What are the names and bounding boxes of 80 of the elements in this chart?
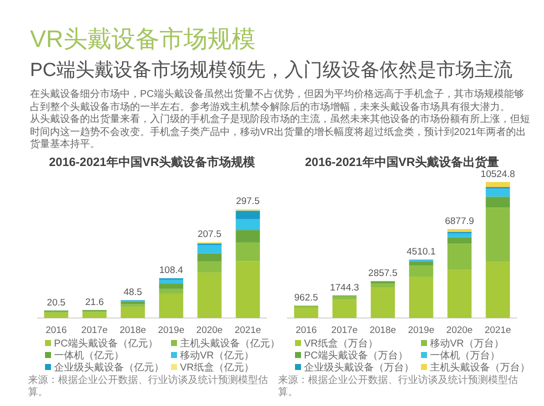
bar (486, 182, 510, 188)
chart-title: 2016-2021年中国VR头戴设备出货量 (304, 155, 500, 169)
bar (486, 262, 510, 318)
x-tick-label: 2021e (484, 325, 512, 336)
annotation: 4510.1 (406, 246, 436, 258)
annotation: 297.5 (236, 196, 260, 207)
source-note: 来源：根据企业公开数据、行业访谈及统计预测模型估算。 (28, 375, 268, 399)
bar (447, 244, 472, 270)
bar (197, 261, 222, 272)
legend-label: 一体机（万台） (430, 350, 500, 362)
bar (236, 242, 260, 262)
x-tick-label: 2018e (370, 325, 396, 336)
bar (44, 312, 68, 318)
annotation: 207.5 (198, 229, 222, 240)
bar (197, 272, 222, 318)
legend-label: 主机头戴设备（亿元） (180, 338, 280, 350)
bar (447, 237, 472, 244)
x-tick-label: 2016 (296, 325, 317, 336)
bar (447, 233, 472, 238)
bar (120, 301, 145, 304)
bar (197, 253, 222, 262)
legend-label: 企业级头戴设备（亿元） (54, 362, 164, 374)
bar (486, 196, 510, 208)
legend-label: 主机头戴设备（万台） (430, 362, 530, 374)
text: VR头戴设备市场规模 (30, 26, 256, 54)
annotation: 20.5 (46, 297, 66, 308)
bar (236, 219, 260, 230)
bar (447, 270, 472, 318)
bar (159, 294, 184, 318)
legend-label: PC端头戴设备（万台） (304, 350, 408, 362)
text: PC端头戴设备市场规模领先，入门级设备依然是市场主流 (30, 59, 512, 82)
bar (332, 300, 357, 318)
legend-label: VR纸盒（万台） (304, 338, 378, 350)
x-tick-label: 2019e (408, 325, 434, 336)
legend-label: 移动VR（万台） (430, 338, 504, 350)
bar (236, 230, 260, 242)
legend-label: 企业级头戴设备（万台） (304, 362, 414, 374)
annotation: 6877.9 (444, 216, 474, 228)
annotation: 2857.5 (368, 268, 398, 280)
x-tick-label: 2020e (196, 325, 223, 336)
text: 在头戴设备细分市场中，PC端头戴设备虽然出货量不占优势，但因为平均价格远高于手机盒子，其市场规模能够占到整个头戴设备市场的一半左右。参考游戏主机禁令解除后的市场增幅，未来头戴设备市场具有很大潜力。 (30, 89, 525, 114)
text: 从头戴设备的出货量来看，入门级的手机盒子是现阶段市场的主流，虽然未来其他设备的市场份额有所上涨，但短时间内这一趋势不会改变。手机盒子类产品中，移动VR出货量的增长幅度将超过纸盒类，预计到2021年两者的出货量基本持平。 (30, 114, 530, 152)
bar (197, 244, 222, 254)
bar (294, 308, 318, 318)
x-tick-label: 2016 (46, 325, 67, 336)
bar (486, 208, 510, 262)
bar (82, 312, 107, 318)
bar (159, 288, 184, 294)
bar (409, 266, 434, 277)
x-tick-label: 2018e (120, 325, 146, 336)
x-tick-label: 2021e (234, 325, 262, 336)
legend-label: PC端头戴设备（亿元） (54, 338, 158, 350)
annotation: 1744.3 (330, 282, 360, 294)
bar (159, 284, 184, 289)
bar (370, 288, 395, 318)
bar (332, 296, 357, 300)
x-tick-label: 2017e (81, 325, 108, 336)
bar (409, 276, 434, 318)
annotation: 10524.8 (480, 169, 516, 180)
x-tick-label: 2020e (446, 325, 473, 336)
bar (486, 188, 510, 197)
bar (409, 261, 434, 266)
bar (159, 280, 184, 284)
bar (236, 261, 260, 318)
x-tick-label: 2017e (331, 325, 358, 336)
annotation: 21.6 (85, 297, 104, 308)
x-tick-label: 2019e (158, 325, 184, 336)
annotation: 962.5 (294, 292, 318, 304)
legend-label: 移动VR（亿元） (180, 350, 254, 362)
legend-label: 一体机（亿元） (54, 350, 124, 362)
bar (447, 229, 472, 232)
chart-title: 2016-2021年中国VR头戴设备市场规模 (48, 155, 256, 169)
bar (120, 306, 145, 318)
bar (236, 210, 260, 220)
source-note: 来源：根据企业公开数据、行业访谈及统计预测模型估算。 (278, 375, 518, 399)
legend-label: VR纸盒（亿元） (180, 362, 254, 374)
bar (120, 304, 145, 307)
bar (370, 283, 395, 288)
annotation: 48.5 (124, 287, 142, 298)
annotation: 108.4 (159, 265, 184, 276)
